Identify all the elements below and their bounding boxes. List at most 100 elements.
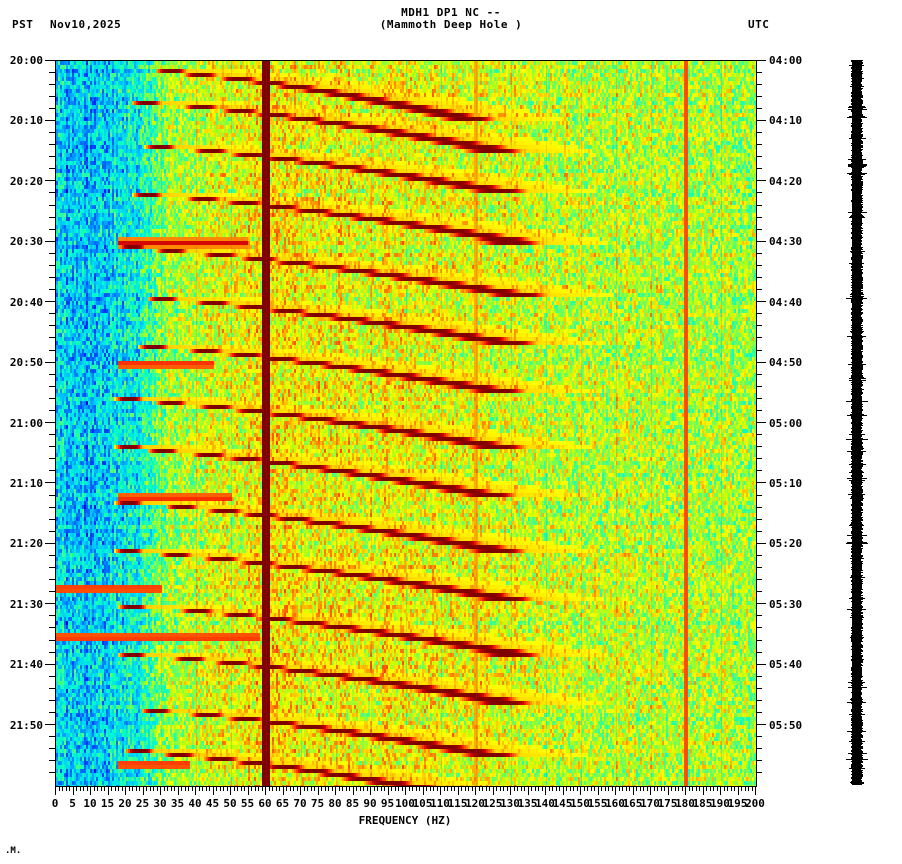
- axis-tick-minor: [49, 156, 55, 158]
- axis-tick-minor: [251, 786, 252, 791]
- frequency-label: 190: [710, 797, 730, 810]
- axis-tick-minor: [244, 786, 245, 791]
- time-label-utc: 04:00: [769, 54, 803, 67]
- axis-tick-minor: [191, 786, 193, 791]
- axis-tick-minor: [226, 786, 228, 791]
- axis-tick-minor: [756, 216, 762, 218]
- frequency-label: 20: [118, 797, 132, 810]
- axis-tick-minor: [618, 786, 620, 791]
- axis-tick-minor: [49, 687, 55, 689]
- axis-tick-major: [90, 786, 91, 795]
- axis-tick-major: [597, 786, 599, 795]
- axis-tick-minor: [716, 786, 718, 791]
- axis-tick-major: [160, 786, 161, 795]
- axis-tick-minor: [756, 277, 762, 278]
- axis-tick-minor: [653, 786, 655, 791]
- axis-tick-minor: [436, 786, 438, 791]
- axis-tick-minor: [706, 786, 707, 791]
- axis-tick-major: [720, 786, 721, 795]
- axis-tick-major: [247, 786, 249, 795]
- frequency-label: 165: [622, 797, 643, 810]
- frequency-label: 135: [517, 797, 538, 810]
- axis-tick-minor: [756, 627, 762, 629]
- axis-tick-minor: [756, 760, 762, 762]
- axis-tick-minor: [517, 786, 518, 791]
- axis-tick-major: [55, 786, 56, 795]
- axis-tick-minor: [69, 786, 70, 791]
- time-label-utc: 05:10: [769, 476, 803, 490]
- axis-tick-minor: [373, 786, 375, 791]
- frequency-label: 155: [587, 797, 608, 810]
- frequency-label: 60: [258, 797, 272, 810]
- axis-tick-minor: [49, 530, 55, 532]
- spectrogram-image: [56, 61, 756, 786]
- axis-tick-major: [580, 786, 581, 795]
- time-label-pst: 20:50: [9, 356, 43, 370]
- frequency-label: 150: [570, 797, 590, 810]
- axis-tick-minor: [345, 786, 347, 791]
- axis-tick-minor: [433, 786, 434, 791]
- axis-tick-minor: [49, 591, 55, 593]
- axis-tick-major: [756, 59, 766, 61]
- axis-tick-minor: [756, 71, 762, 73]
- axis-tick-minor: [223, 786, 224, 791]
- time-label-utc: 05:50: [769, 718, 803, 732]
- axis-tick-minor: [756, 699, 762, 701]
- axis-tick-minor: [611, 786, 613, 791]
- axis-tick-minor: [359, 786, 361, 791]
- frequency-label: 55: [240, 797, 255, 810]
- axis-tick-minor: [49, 289, 55, 291]
- axis-tick-minor: [496, 786, 497, 791]
- axis-tick-minor: [49, 615, 55, 617]
- axis-tick-minor: [146, 786, 147, 791]
- axis-tick-minor: [111, 786, 112, 791]
- axis-tick-major: [475, 786, 476, 795]
- axis-tick-minor: [756, 289, 762, 291]
- frequency-label: 185: [692, 797, 713, 810]
- axis-tick-minor: [97, 786, 98, 791]
- axis-tick-minor: [49, 192, 55, 194]
- axis-tick-major: [125, 786, 126, 795]
- axis-tick-major: [737, 786, 739, 795]
- axis-tick-minor: [555, 786, 557, 791]
- axis-tick-minor: [566, 786, 567, 791]
- time-label-utc: 04:50: [769, 356, 803, 370]
- axis-tick-minor: [499, 786, 501, 791]
- axis-tick-major: [492, 786, 494, 795]
- axis-tick-minor: [49, 699, 55, 701]
- time-label-pst: 21:40: [9, 658, 43, 672]
- axis-tick-minor: [153, 786, 154, 791]
- axis-tick-minor: [293, 786, 294, 791]
- axis-tick-minor: [756, 337, 762, 339]
- axis-tick-minor: [751, 786, 753, 791]
- axis-tick-minor: [541, 786, 543, 791]
- axis-tick-minor: [49, 313, 55, 315]
- axis-tick-minor: [49, 446, 55, 448]
- axis-tick-minor: [408, 786, 410, 791]
- axis-tick-minor: [674, 786, 676, 791]
- axis-tick-minor: [695, 786, 697, 791]
- axis-tick-minor: [688, 786, 690, 791]
- frequency-label: 80: [328, 797, 342, 810]
- axis-tick-minor: [49, 132, 55, 133]
- frequency-label: 145: [552, 797, 573, 810]
- axis-tick-major: [510, 786, 511, 795]
- timezone-label-right: UTC: [748, 18, 770, 31]
- axis-tick-minor: [93, 786, 95, 791]
- axis-tick-minor: [639, 786, 641, 791]
- axis-tick-minor: [756, 591, 762, 593]
- axis-tick-minor: [756, 675, 762, 677]
- axis-tick-minor: [205, 786, 207, 791]
- axis-tick-major: [45, 422, 55, 423]
- frequency-label: 195: [727, 797, 748, 810]
- time-label-pst: 21:00: [9, 416, 43, 430]
- axis-tick-minor: [643, 786, 644, 791]
- axis-tick-minor: [608, 786, 609, 791]
- axis-tick-minor: [275, 786, 277, 791]
- time-axis-utc: 04:00 04:10 04:20 04:30 04:40 04:50 05:00 05:10…: [756, 0, 902, 864]
- time-axis-pst: 20:00 20:10 20:20 20:30 20:40 20:50 21:00 21:10…: [0, 0, 56, 864]
- axis-tick-major: [177, 786, 179, 795]
- axis-tick-minor: [114, 786, 116, 791]
- axis-tick-minor: [756, 712, 762, 713]
